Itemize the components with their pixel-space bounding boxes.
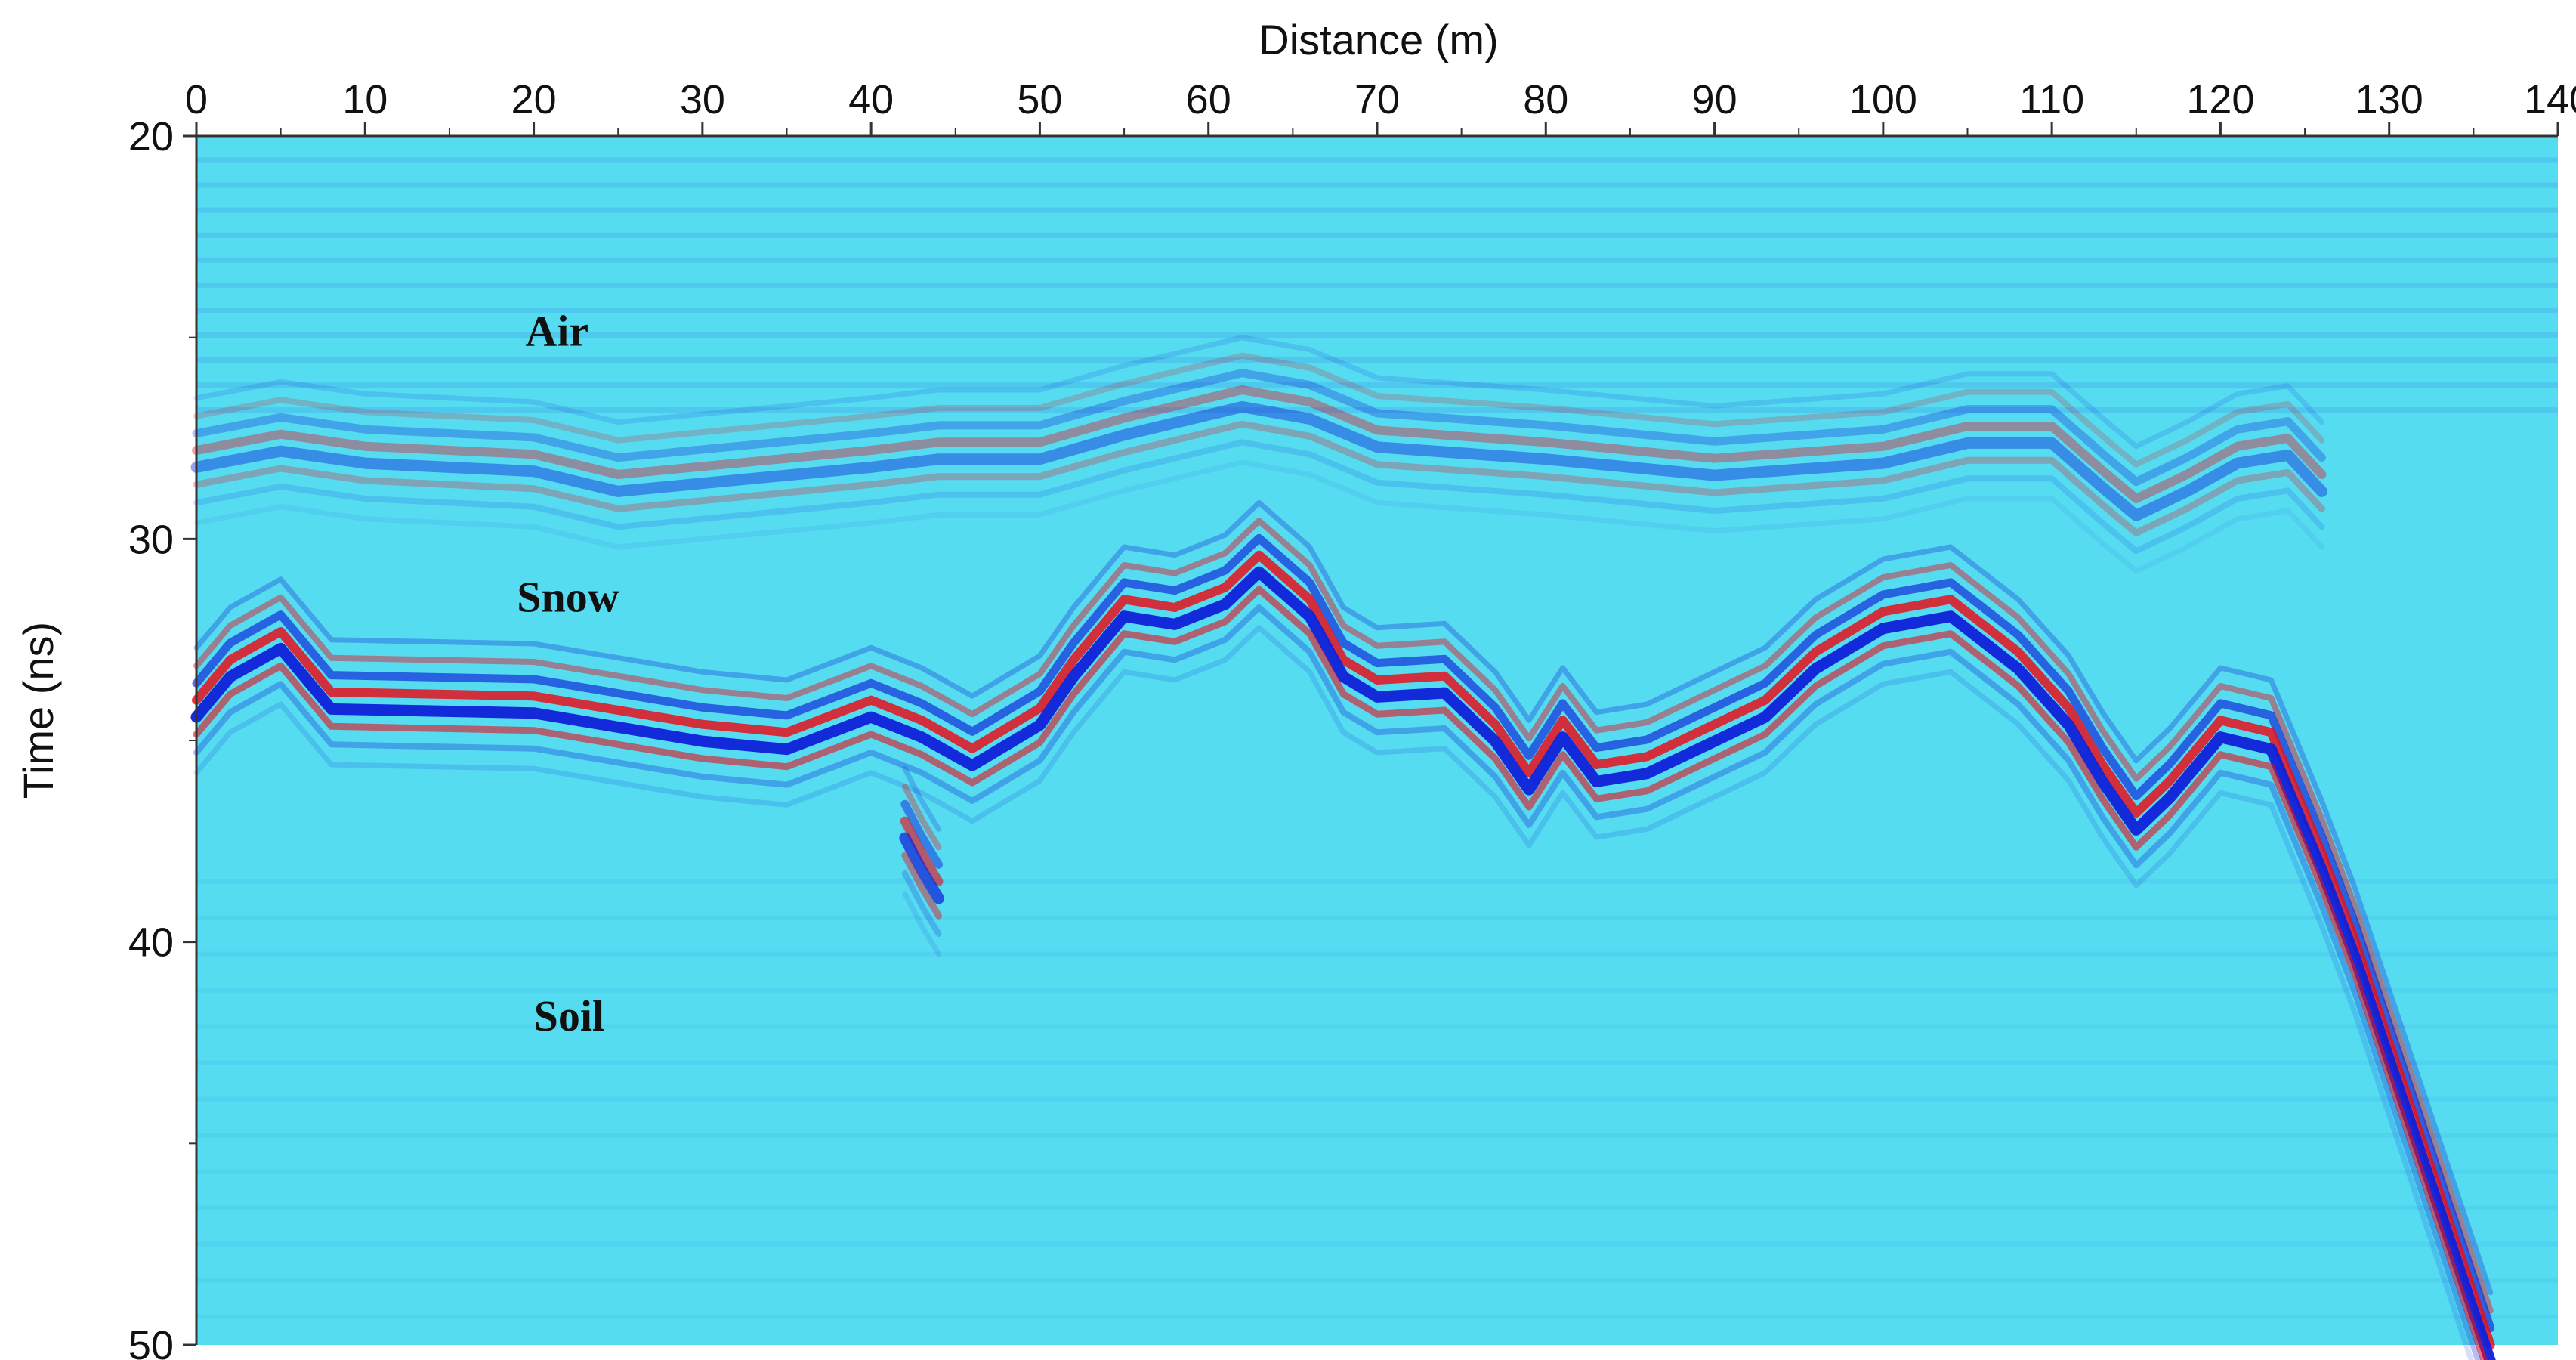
reflection-band: [902, 891, 941, 957]
x-tick-label: 130: [2355, 77, 2423, 122]
reflection-band: [902, 765, 941, 832]
x-tick-label: 120: [2186, 77, 2254, 122]
y-tick-label: 50: [128, 1323, 174, 1360]
reflector: [190, 335, 2327, 574]
x-tick-label: 60: [1186, 77, 1231, 122]
reflection-band: [901, 784, 942, 851]
layer-label-air: Air: [525, 306, 588, 355]
reflection-band: [193, 439, 2325, 555]
noise-bands: [196, 157, 2558, 1319]
x-tick-label: 140: [2524, 77, 2576, 122]
reflection-band: [190, 400, 2327, 521]
x-tick-label: 110: [2019, 77, 2084, 122]
reflection-band: [193, 586, 2488, 1360]
reflection-band: [193, 420, 2325, 536]
x-tick-label: 50: [1017, 77, 1062, 122]
reflection-traces: [190, 335, 2496, 1360]
reflection-band: [193, 335, 2324, 450]
reflection-band: [900, 816, 944, 886]
y-tick-label: 20: [128, 114, 174, 159]
reflection-band: [193, 499, 2494, 1296]
layer-label-snow: Snow: [517, 572, 619, 621]
y-axis-title: Time (ns): [14, 622, 62, 799]
x-tick-label: 90: [1692, 77, 1737, 122]
y-axis: 20 30 40 50: [128, 114, 198, 1360]
reflection-band: [192, 369, 2326, 487]
y-tick-label: 30: [128, 517, 174, 562]
reflection-band: [193, 625, 2474, 1360]
reflection-band: [193, 604, 2482, 1360]
y-tick-label: 40: [128, 920, 174, 966]
x-tick-label: 0: [185, 77, 208, 122]
x-tick-label: 80: [1523, 77, 1568, 122]
x-tick-label: 20: [511, 77, 557, 122]
reflection-band: [900, 799, 943, 869]
x-tick-label: 30: [680, 77, 725, 122]
x-tick-label: 70: [1354, 77, 1400, 122]
reflector: [190, 499, 2496, 1360]
x-axis: 0 10 20 30 40 50 60 70 80 90 100 110 120 130 140: [185, 77, 2576, 138]
reflection-band: [192, 533, 2495, 1333]
x-tick-label: 40: [848, 77, 894, 122]
reflection-band: [193, 518, 2494, 1314]
reflection-band: [193, 352, 2325, 468]
x-tick-label: 100: [1849, 77, 1917, 122]
reflector: [899, 765, 944, 957]
reflection-band: [192, 550, 2495, 1349]
layer-label-soil: Soil: [534, 991, 605, 1040]
x-tick-label: 10: [342, 77, 388, 122]
reflection-band: [899, 832, 944, 904]
plot-area: [190, 136, 2558, 1360]
x-axis-title: Distance (m): [1259, 16, 1498, 63]
reflection-band: [901, 870, 942, 937]
reflection-band: [901, 852, 942, 920]
reflection-band: [190, 566, 2496, 1360]
reflection-band: [192, 385, 2327, 503]
layer-annotations: Air Snow Soil: [517, 306, 619, 1040]
reflection-band: [193, 459, 2324, 574]
